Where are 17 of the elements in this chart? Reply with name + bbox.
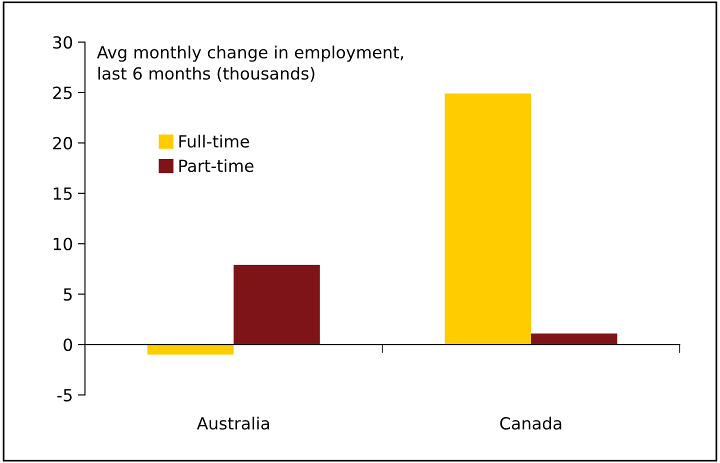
bar	[444, 94, 531, 345]
y-tick-label: -5	[57, 389, 72, 402]
x-tick-label: Australia	[196, 416, 269, 430]
y-tick-label: 30	[53, 36, 72, 49]
legend-label: Full-time	[179, 134, 250, 148]
x-tick-label: Canada	[500, 416, 562, 430]
bar	[147, 344, 234, 355]
bar	[234, 264, 320, 345]
legend-label: Part-time	[179, 159, 254, 172]
y-tick-label: 10	[54, 238, 72, 250]
y-tick-label: 15	[54, 188, 72, 200]
y-tick-label: 25	[53, 86, 72, 100]
text: Avg monthly change in employment, last 6 months (thousands)	[96, 46, 404, 82]
y-tick-label: 20	[53, 136, 72, 150]
bar	[531, 333, 618, 345]
y-tick-label: 5	[64, 288, 72, 301]
y-tick-label: 0	[64, 338, 72, 352]
